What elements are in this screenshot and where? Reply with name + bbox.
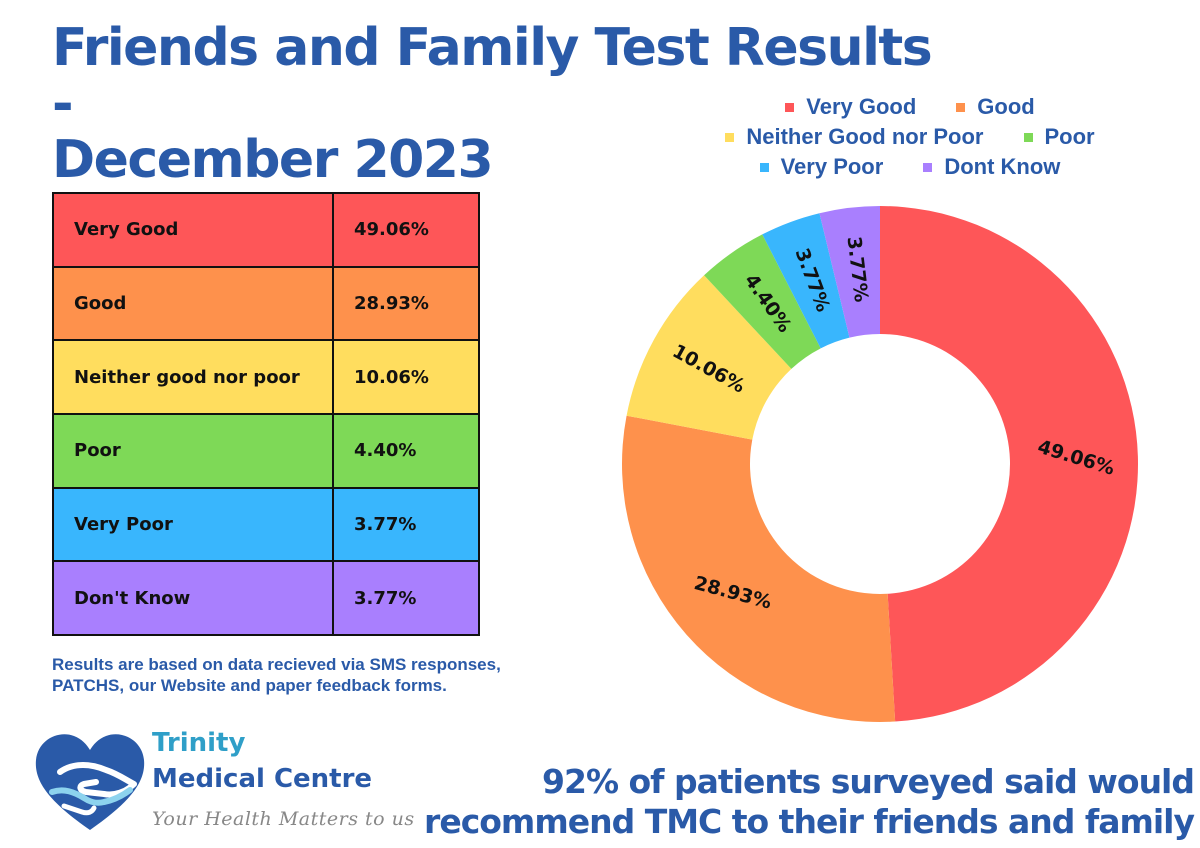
- table-cell-value: 3.77%: [332, 560, 480, 636]
- legend-row: Neither Good nor Poor Poor: [620, 122, 1200, 152]
- legend-row: Very Poor Dont Know: [620, 152, 1200, 182]
- footer-line-1: 92% of patients surveyed said would: [542, 762, 1195, 801]
- table-row: Very Poor 3.77%: [52, 486, 480, 563]
- brand-name: Trinity Medical Centre: [152, 725, 372, 797]
- donut-slice: [621, 415, 896, 722]
- legend-label: Very Poor: [780, 154, 884, 179]
- recommendation-statement: 92% of patients surveyed said would reco…: [424, 762, 1195, 842]
- legend-item: Good: [956, 94, 1035, 120]
- brand-tagline: Your Health Matters to us: [152, 808, 415, 830]
- legend-swatch: [785, 102, 795, 112]
- title-line-2: December 2023: [52, 130, 494, 190]
- legend-item: Very Poor: [759, 154, 884, 180]
- table-cell-value: 49.06%: [332, 192, 480, 268]
- table-cell-value: 28.93%: [332, 265, 480, 342]
- note-line-2: PATCHS, our Website and paper feedback f…: [52, 676, 447, 695]
- legend-item: Dont Know: [923, 154, 1060, 180]
- table-cell-label: Don't Know: [52, 560, 334, 636]
- legend-row: Very Good Good: [620, 92, 1200, 122]
- legend-swatch: [1023, 132, 1033, 142]
- results-table: Very Good 49.06% Good 28.93% Neither good no…: [52, 192, 480, 636]
- chart-legend: Very Good Good Neither Good nor Poor Poor Ve…: [620, 92, 1200, 182]
- legend-swatch: [923, 162, 933, 172]
- title-line-1: Friends and Family Test Results -: [52, 18, 933, 134]
- table-cell-label: Poor: [52, 412, 334, 489]
- table-cell-label: Neither good nor poor: [52, 339, 334, 415]
- table-row: Very Good 49.06%: [52, 192, 480, 268]
- donut-chart: 49.06%28.93%10.06%4.40%3.77% 3.77%: [621, 206, 1138, 722]
- legend-label: Poor: [1044, 124, 1095, 149]
- brand-name-line-1: Trinity: [152, 728, 246, 758]
- donut-slice: [704, 234, 821, 369]
- table-row: Good 28.93%: [52, 265, 480, 342]
- brand-name-line-2: Medical Centre: [152, 764, 373, 794]
- donut-slice: [880, 206, 1138, 722]
- heart-hands-icon: [35, 734, 145, 830]
- donut-slice: [626, 275, 792, 440]
- legend-label: Very Good: [806, 94, 917, 119]
- legend-item: Poor: [1023, 124, 1095, 150]
- table-row: Don't Know 3.77%: [52, 560, 480, 636]
- note-line-1: Results are based on data recieved via S…: [52, 655, 501, 674]
- page-title: Friends and Family Test Results - Decemb…: [52, 20, 952, 188]
- legend-swatch: [725, 132, 735, 142]
- legend-label: Good: [977, 94, 1035, 119]
- table-cell-label: Very Poor: [52, 486, 334, 563]
- table-cell-value: 4.40%: [332, 412, 480, 489]
- donut-slice: [819, 206, 880, 338]
- donut-slice: [762, 213, 850, 349]
- table-cell-label: Very Good: [52, 192, 334, 268]
- table-cell-value: 10.06%: [332, 339, 480, 415]
- legend-item: Very Good: [785, 94, 916, 120]
- legend-swatch: [759, 162, 769, 172]
- legend-swatch: [956, 102, 966, 112]
- data-source-note: Results are based on data recieved via S…: [52, 654, 572, 696]
- footer-line-2: recommend TMC to their friends and famil…: [424, 802, 1195, 841]
- legend-item: Neither Good nor Poor: [725, 124, 984, 150]
- table-cell-label: Good: [52, 265, 334, 342]
- table-row: Neither good nor poor 10.06%: [52, 339, 480, 415]
- legend-label: Neither Good nor Poor: [746, 124, 984, 149]
- table-row: Poor 4.40%: [52, 412, 480, 489]
- legend-label: Dont Know: [944, 154, 1061, 179]
- table-cell-value: 3.77%: [332, 486, 480, 563]
